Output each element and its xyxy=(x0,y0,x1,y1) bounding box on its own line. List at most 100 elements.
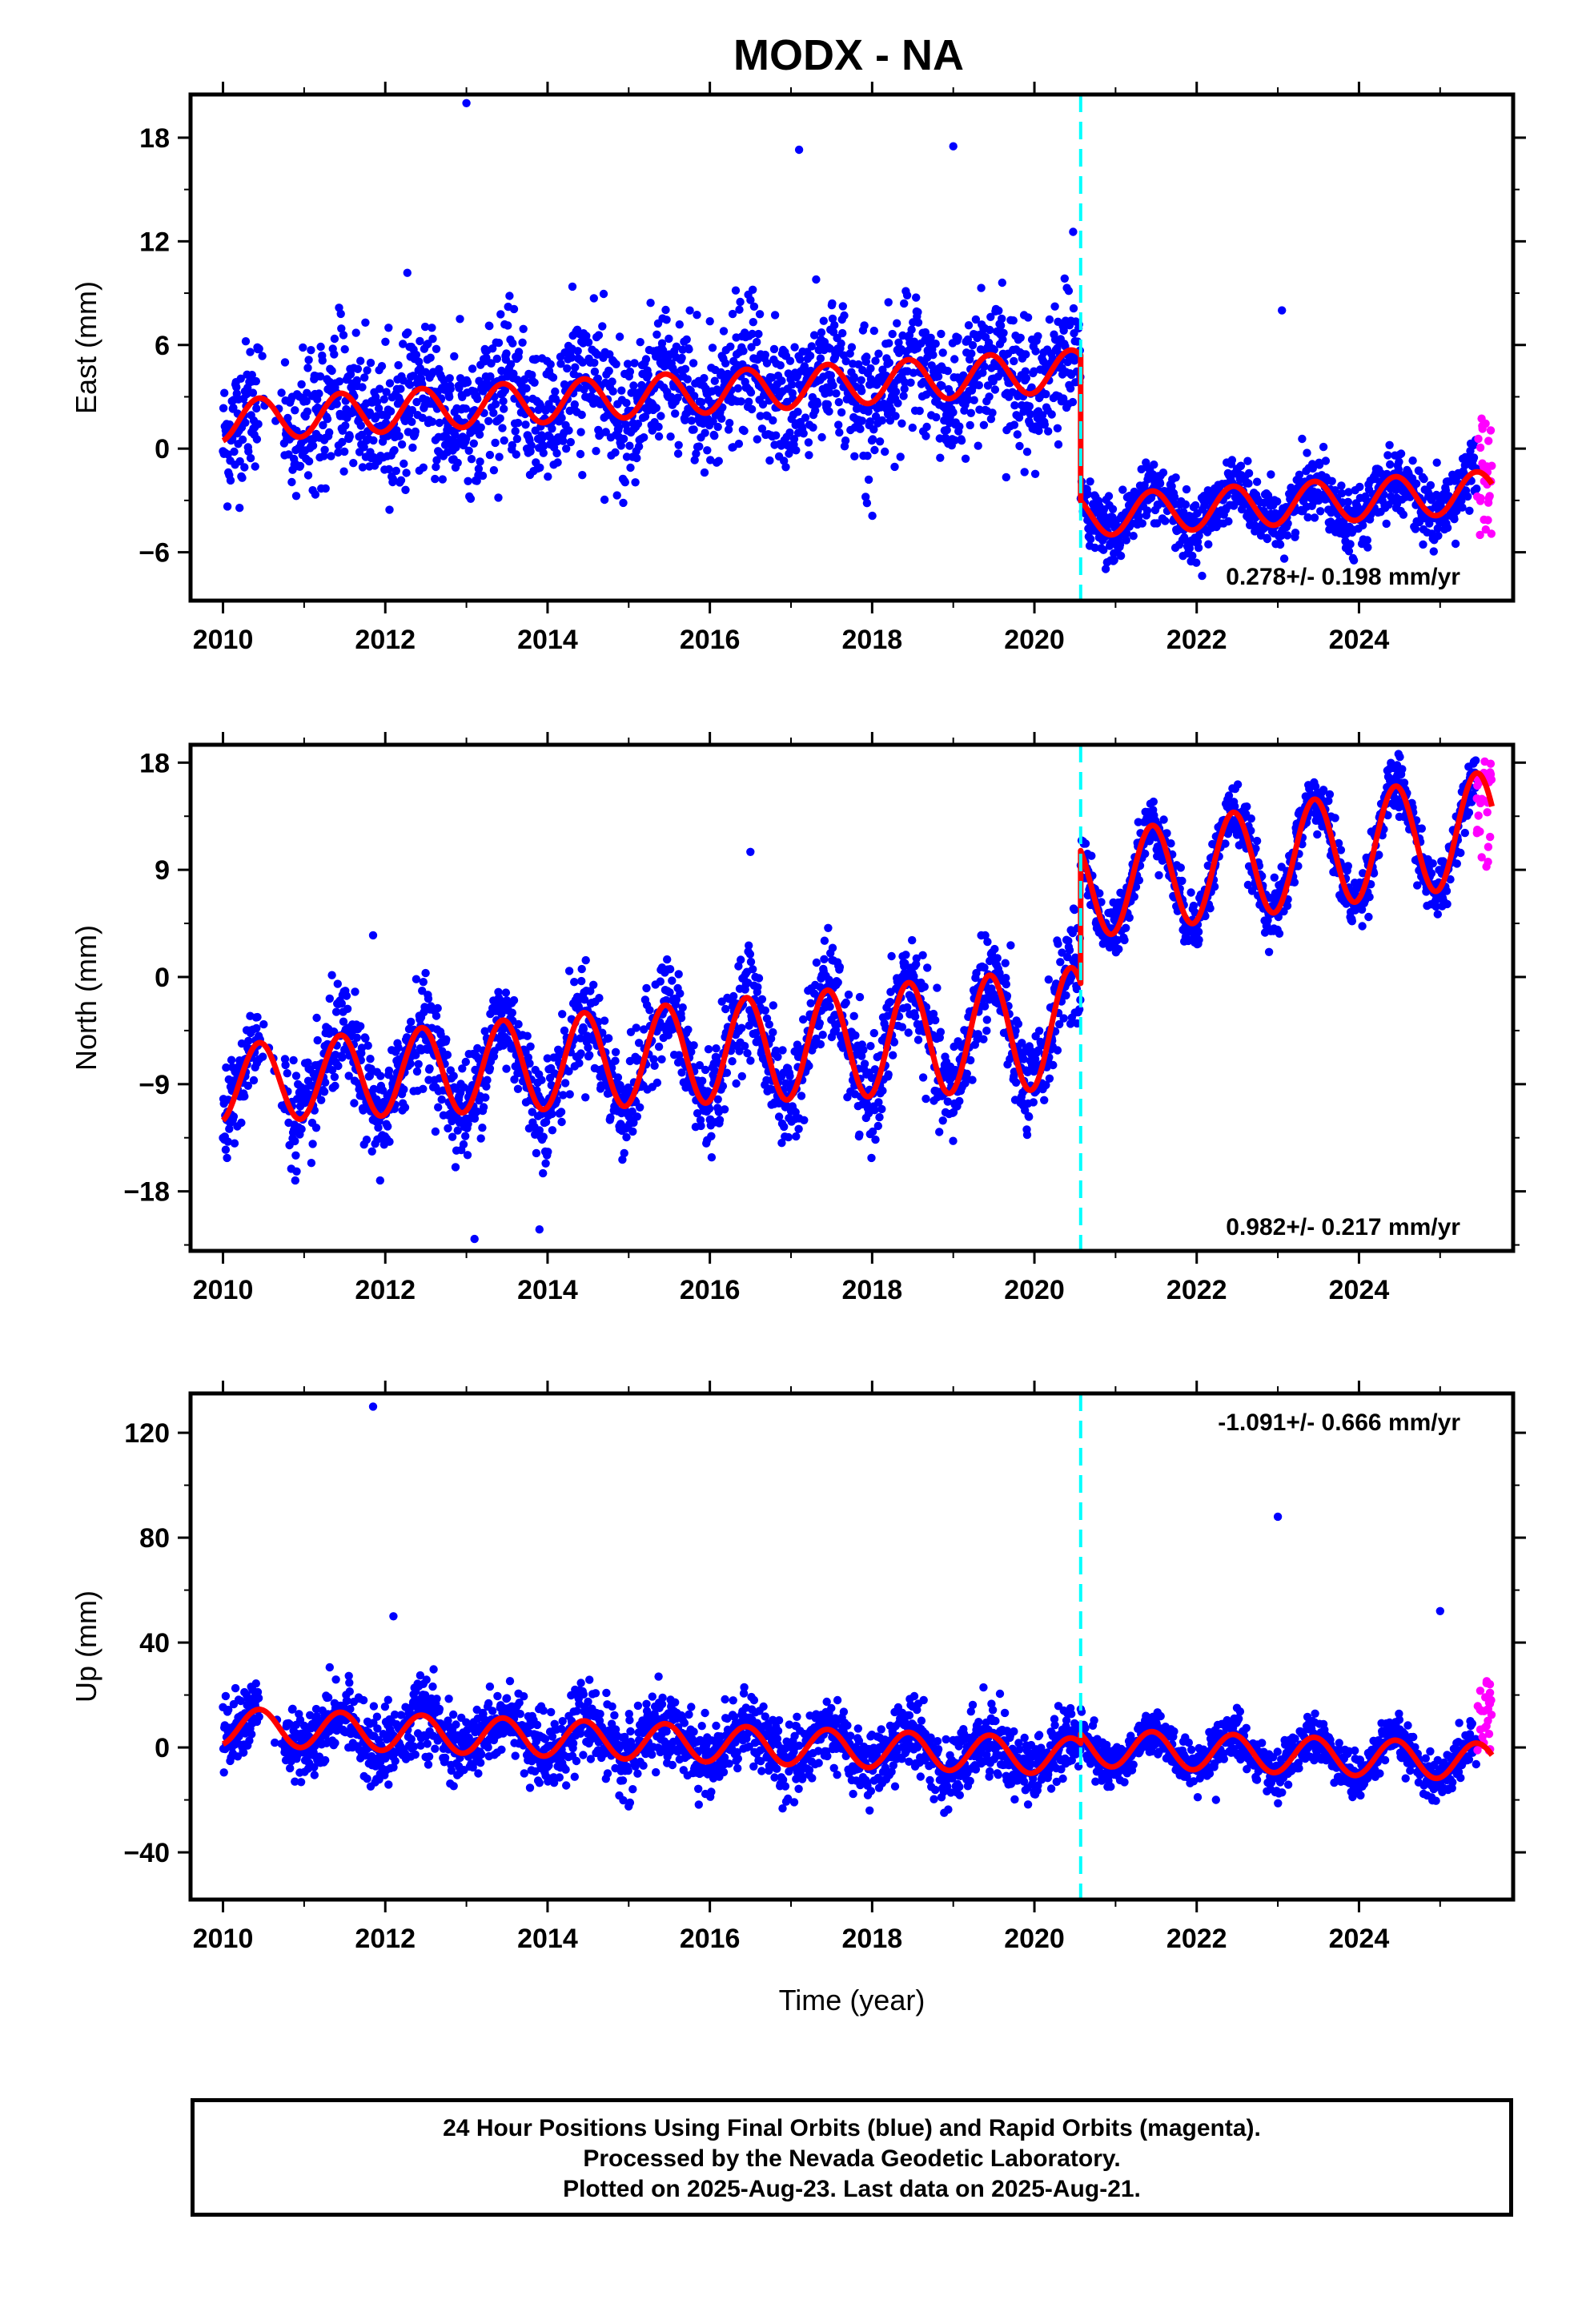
final-orbit-point xyxy=(805,1061,813,1071)
final-orbit-point xyxy=(789,435,799,444)
final-orbit-point xyxy=(1154,870,1163,880)
final-orbit-point xyxy=(920,983,930,991)
final-orbit-point xyxy=(646,299,655,308)
final-orbit-point xyxy=(961,454,970,463)
final-orbit-point xyxy=(725,419,734,428)
final-orbit-point xyxy=(833,978,842,987)
final-orbit-point xyxy=(1045,315,1054,324)
final-orbit-point xyxy=(749,318,757,327)
final-orbit-point xyxy=(666,432,675,441)
final-orbit-point xyxy=(662,316,671,324)
final-orbit-point xyxy=(308,1140,317,1148)
final-orbit-point xyxy=(633,420,643,428)
final-orbit-point xyxy=(1068,397,1078,407)
final-orbit-point xyxy=(765,1020,773,1029)
final-orbit-point xyxy=(519,324,528,333)
final-orbit-point xyxy=(577,410,586,420)
final-orbit-point xyxy=(1411,479,1421,489)
final-orbit-point xyxy=(254,420,263,428)
final-orbit-point xyxy=(578,471,587,480)
final-orbit-point xyxy=(957,436,966,445)
final-orbit-point xyxy=(841,998,850,1007)
final-orbit-point xyxy=(428,417,437,426)
final-orbit-point xyxy=(478,1124,487,1132)
final-orbit-point xyxy=(428,334,437,344)
final-orbit-point xyxy=(525,1059,534,1068)
final-orbit-point xyxy=(576,428,585,436)
final-orbit-point xyxy=(755,310,765,319)
final-orbit-point xyxy=(1031,347,1040,356)
final-orbit-point xyxy=(445,392,454,401)
final-orbit-point xyxy=(671,409,680,418)
final-orbit-point xyxy=(934,372,943,381)
final-orbit-point xyxy=(474,464,484,473)
final-orbit-point xyxy=(402,468,411,477)
rapid-orbit-point xyxy=(1481,525,1491,534)
final-orbit-point xyxy=(567,353,576,362)
final-orbit-point xyxy=(1150,460,1158,469)
final-orbit-point xyxy=(893,399,902,408)
final-orbit-point xyxy=(841,436,850,445)
final-orbit-point xyxy=(243,1081,252,1091)
final-orbit-point xyxy=(492,354,501,364)
final-orbit-point xyxy=(330,1072,339,1082)
final-orbit-point xyxy=(459,1140,468,1149)
final-orbit-point xyxy=(721,1004,730,1014)
final-orbit-point xyxy=(1022,448,1032,456)
final-orbit-point xyxy=(303,471,313,480)
final-orbit-point xyxy=(433,1003,442,1013)
final-orbit-point xyxy=(820,936,829,945)
final-orbit-point xyxy=(1432,458,1441,467)
final-orbit-point xyxy=(683,375,692,384)
final-orbit-point xyxy=(910,1012,920,1021)
final-orbit-point xyxy=(977,283,986,292)
final-orbit-point xyxy=(700,468,709,477)
final-orbit-point xyxy=(794,145,804,155)
final-orbit-point xyxy=(741,1042,749,1051)
final-orbit-point xyxy=(632,1112,641,1121)
final-orbit-point xyxy=(749,965,757,974)
final-orbit-point xyxy=(235,504,244,513)
final-orbit-point xyxy=(887,951,896,961)
final-orbit-point xyxy=(1010,420,1019,429)
final-orbit-point xyxy=(690,392,699,400)
y-tick-label: 12 xyxy=(139,227,170,257)
final-orbit-point xyxy=(291,1151,300,1160)
final-orbit-point xyxy=(1245,514,1254,524)
final-orbit-point xyxy=(238,473,247,482)
final-orbit-point xyxy=(443,1051,452,1059)
final-orbit-point xyxy=(877,1104,886,1114)
final-orbit-point xyxy=(321,484,330,493)
final-orbit-point xyxy=(979,1035,988,1043)
plot-area xyxy=(219,745,1496,1251)
final-orbit-point xyxy=(385,505,394,514)
final-orbit-point xyxy=(400,416,410,425)
final-orbit-point xyxy=(1142,506,1152,515)
final-orbit-point xyxy=(908,423,917,432)
final-orbit-point xyxy=(484,416,493,425)
final-orbit-point xyxy=(966,1055,975,1065)
final-orbit-point xyxy=(488,344,497,353)
final-orbit-point xyxy=(255,344,263,353)
final-orbit-point xyxy=(878,1086,887,1096)
final-orbit-point xyxy=(963,335,973,344)
final-orbit-point xyxy=(1002,472,1011,482)
final-orbit-point xyxy=(235,456,244,466)
final-orbit-point xyxy=(841,356,850,366)
final-orbit-point xyxy=(746,1056,755,1065)
final-orbit-point xyxy=(1062,991,1070,1000)
final-orbit-point xyxy=(581,1093,590,1102)
final-orbit-point xyxy=(476,1134,485,1143)
final-orbit-point xyxy=(335,377,344,386)
final-orbit-point xyxy=(966,408,976,417)
final-orbit-point xyxy=(612,491,621,500)
final-orbit-point xyxy=(220,388,229,397)
final-orbit-point xyxy=(929,351,938,360)
final-orbit-point xyxy=(689,359,698,368)
final-orbit-point xyxy=(582,332,591,340)
final-orbit-point xyxy=(1204,540,1213,549)
final-orbit-point xyxy=(425,1064,434,1073)
final-orbit-point xyxy=(577,964,586,974)
final-orbit-point xyxy=(494,338,504,348)
final-orbit-point xyxy=(1059,1014,1068,1023)
